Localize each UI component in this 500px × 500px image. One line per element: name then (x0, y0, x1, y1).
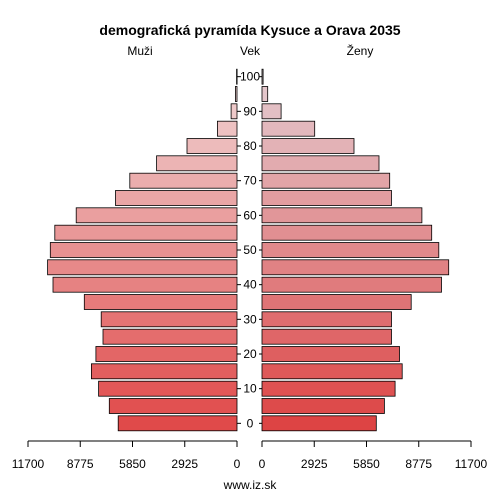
male-bar-age-30 (100, 311, 238, 328)
female-bars (261, 68, 450, 432)
age-tick-label-80: 80 (243, 139, 257, 153)
female-bar-age-95 (261, 86, 269, 102)
male-bar-age-20 (95, 346, 238, 362)
female-bar-age-85 (261, 120, 316, 137)
age-tick-label-40: 40 (243, 278, 257, 292)
male-bar-age-60 (75, 207, 238, 224)
male-bar-age-15 (91, 363, 238, 380)
x-tick-label-left-0: 0 (234, 457, 241, 471)
x-tick-label-right-5850: 5850 (353, 457, 380, 471)
male-bar-age-90 (230, 103, 238, 120)
x-tick-label-left-5850: 5850 (119, 457, 146, 471)
age-tick-label-10: 10 (243, 382, 257, 396)
x-axis-left: 11700 8775 5850 2925 0 (12, 440, 241, 471)
female-bar-age-20 (261, 346, 400, 362)
x-tick-label-left-11700: 11700 (12, 457, 45, 471)
male-bar-age-55 (54, 224, 238, 241)
female-bar-age-60 (261, 207, 423, 224)
male-bar-age-75 (156, 155, 238, 172)
male-label: Muži (127, 44, 152, 58)
age-tick-label-20: 20 (243, 347, 257, 361)
female-bar-age-50 (261, 242, 440, 258)
male-bar-age-35 (83, 294, 238, 310)
female-bar-age-15 (261, 363, 403, 380)
age-tick-label-90: 90 (243, 104, 257, 118)
x-tick-label-left-8775: 8775 (67, 457, 94, 471)
x-tick-label-right-8775: 8775 (405, 457, 432, 471)
male-bar-age-25 (102, 328, 238, 345)
male-bars (47, 68, 238, 432)
male-bar-age-85 (216, 120, 238, 137)
x-axis-right: 0 2925 5850 8775 11700 (259, 440, 488, 471)
footer-source: www.iz.sk (223, 478, 278, 492)
male-bar-age-0 (117, 415, 238, 432)
female-bar-age-70 (261, 172, 391, 189)
female-bar-age-55 (261, 224, 433, 241)
chart-title: demografická pyramída Kysuce a Orava 203… (99, 22, 400, 38)
x-tick-label-right-2925: 2925 (301, 457, 328, 471)
age-tick-label-60: 60 (243, 208, 257, 222)
male-bar-age-40 (52, 276, 238, 293)
female-bar-age-80 (261, 138, 355, 154)
female-bar-age-30 (261, 311, 392, 328)
female-bar-age-40 (261, 276, 442, 293)
female-bar-age-45 (261, 259, 450, 276)
female-bar-age-10 (261, 380, 396, 397)
x-tick-label-right-0: 0 (259, 457, 266, 471)
male-bar-age-10 (98, 380, 238, 397)
male-bar-age-95 (234, 86, 238, 102)
male-bar-age-65 (115, 190, 238, 206)
age-tick-label-50: 50 (243, 243, 257, 257)
male-bar-age-50 (49, 242, 238, 258)
age-tick-label-100: 100 (240, 70, 260, 84)
female-bar-age-25 (261, 328, 392, 345)
female-bar-age-5 (261, 398, 385, 414)
male-bar-age-80 (186, 138, 238, 154)
female-bar-age-65 (261, 190, 392, 206)
male-bar-age-5 (108, 398, 238, 414)
female-bar-age-100 (261, 68, 264, 85)
x-tick-label-left-2925: 2925 (171, 457, 198, 471)
age-tick-label-0: 0 (247, 416, 254, 430)
age-axis-label: Vek (240, 44, 261, 58)
female-bar-age-35 (261, 294, 412, 310)
female-label: Ženy (347, 43, 374, 58)
age-axis: 0 10 20 30 40 50 60 70 80 90 100 (237, 70, 262, 430)
female-bar-age-90 (261, 103, 282, 120)
age-tick-label-70: 70 (243, 174, 257, 188)
female-bar-age-75 (261, 155, 380, 172)
male-bar-age-45 (47, 259, 238, 276)
male-bar-age-70 (129, 172, 238, 189)
x-tick-label-right-11700: 11700 (455, 457, 488, 471)
female-bar-age-0 (261, 415, 377, 432)
age-tick-label-30: 30 (243, 312, 257, 326)
